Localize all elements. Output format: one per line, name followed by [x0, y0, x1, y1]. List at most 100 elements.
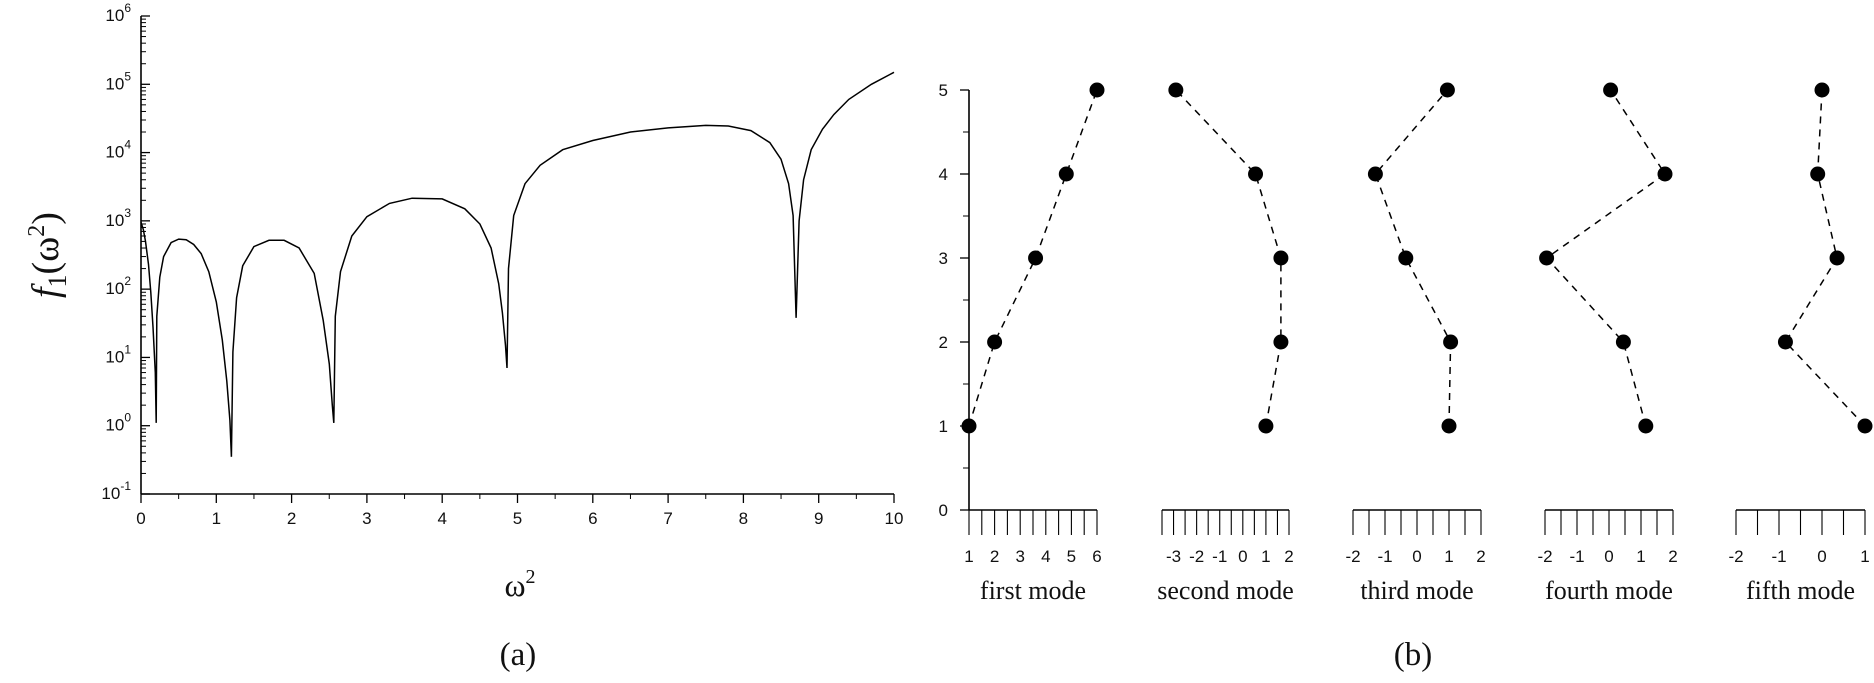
mode-x-tick-label: -2 [1345, 547, 1360, 566]
mode-x-tick-label: 1 [964, 547, 973, 566]
y-tick-label: 105 [105, 69, 131, 93]
mode-x-tick-label: 1 [1860, 547, 1869, 566]
mode-point [1603, 82, 1619, 98]
x-tick-label: 7 [663, 509, 672, 528]
mode-x-tick-label: -1 [1569, 547, 1584, 566]
mode-point [1398, 250, 1414, 266]
mode-plot: -2 -1 0 1 2 fourth mode [1537, 82, 1678, 605]
x-tick-label: 3 [362, 509, 371, 528]
panel-a-spectrum-plot: 10-1 100 101 102 103 104 105 106 0 1 2 3 4 5 6 7 8 9 10 f… [24, 1, 903, 673]
mode-x-tick-label: 1 [1261, 547, 1270, 566]
mode-shape-line [1784, 89, 1866, 427]
x-tick-label: 10 [885, 509, 904, 528]
mode-point [1089, 82, 1105, 98]
mode-x-tick-label: 0 [1817, 547, 1826, 566]
mode-shape-line [1175, 89, 1282, 427]
mode-point [1657, 166, 1673, 182]
mode-point [1248, 166, 1264, 182]
mode-x-tick-label: -1 [1771, 547, 1786, 566]
mode-x-tick-label: 4 [1041, 547, 1050, 566]
mode-x-tick-label: 0 [1412, 547, 1421, 566]
x-tick-label: 9 [814, 509, 823, 528]
mode-point [1258, 418, 1274, 434]
mode-point [1857, 418, 1873, 434]
mode-point [987, 334, 1003, 350]
mode-point [1615, 334, 1631, 350]
b-y-tick-label: 2 [939, 333, 948, 352]
x-tick-label: 1 [212, 509, 221, 528]
panel-b-caption: (b) [1394, 637, 1432, 673]
x-tick-label: 2 [287, 509, 296, 528]
panel-a-y-axis-label: f1(ω2) [24, 212, 72, 298]
mode-x-tick-label: -2 [1189, 547, 1204, 566]
y-tick-label: 101 [105, 342, 131, 366]
panel-a-y-ticks: 10-1 100 101 102 103 104 105 106 [101, 1, 150, 503]
mode-x-tick-label: 1 [1636, 547, 1645, 566]
mode-shape-line [1374, 89, 1452, 427]
x-tick-label: 4 [437, 509, 446, 528]
panel-b-y-ticks: 0 1 2 3 4 5 [939, 81, 969, 520]
mode-point [1810, 166, 1826, 182]
mode-point [1273, 334, 1289, 350]
panel-a-x-ticks: 0 1 2 3 4 5 6 7 8 9 10 [136, 494, 903, 528]
y-tick-label: 103 [105, 206, 131, 230]
b-y-tick-label: 4 [939, 165, 948, 184]
mode-shape-line [1545, 89, 1667, 427]
panel-a-x-axis-label: ω2 [504, 566, 535, 603]
mode-plot: -2 -1 0 1 fifth mode [1728, 82, 1873, 605]
b-y-tick-label: 3 [939, 249, 948, 268]
mode-x-tick-label: 2 [1668, 547, 1677, 566]
panel-a-caption: (a) [500, 637, 537, 673]
mode-name-label: fourth mode [1545, 576, 1673, 605]
mode-point [1777, 334, 1793, 350]
mode-x-tick-label: 0 [1604, 547, 1613, 566]
mode-point [1367, 166, 1383, 182]
y-tick-label: 104 [105, 138, 131, 162]
mode-point [1829, 250, 1845, 266]
mode-point [1058, 166, 1074, 182]
b-y-tick-label: 1 [939, 417, 948, 436]
mode-plot: -3 -2 -1 0 1 2 second mode [1157, 82, 1294, 605]
mode-x-tick-label: -2 [1728, 547, 1743, 566]
mode-x-tick-label: -2 [1537, 547, 1552, 566]
mode-x-tick-label: 0 [1238, 547, 1247, 566]
x-tick-label: 5 [513, 509, 522, 528]
b-y-tick-label: 0 [939, 501, 948, 520]
mode-name-label: first mode [980, 576, 1086, 605]
y-tick-label: 100 [105, 411, 131, 435]
mode-x-tick-label: 5 [1067, 547, 1076, 566]
y-tick-label: 106 [105, 1, 131, 25]
mode-point [1443, 334, 1459, 350]
mode-name-label: fifth mode [1746, 576, 1855, 605]
panel-a-f1-curve [140, 71, 895, 457]
mode-name-label: second mode [1157, 576, 1293, 605]
x-tick-label: 0 [136, 509, 145, 528]
y-tick-label: 102 [105, 274, 131, 298]
mode-point [1814, 82, 1830, 98]
mode-name-label: third mode [1360, 576, 1473, 605]
mode-plot: 1 2 3 4 5 6 first mode [961, 82, 1105, 605]
mode-x-tick-label: 2 [1284, 547, 1293, 566]
mode-x-tick-label: -1 [1212, 547, 1227, 566]
mode-x-tick-label: 3 [1015, 547, 1024, 566]
mode-x-tick-label: 2 [990, 547, 999, 566]
mode-shape-line [968, 89, 1098, 427]
mode-x-tick-label: 2 [1476, 547, 1485, 566]
mode-point [961, 418, 977, 434]
mode-x-tick-label: 1 [1444, 547, 1453, 566]
mode-point [1539, 250, 1555, 266]
mode-point [1028, 250, 1044, 266]
mode-point [1638, 418, 1654, 434]
x-tick-label: 6 [588, 509, 597, 528]
mode-point [1439, 82, 1455, 98]
mode-point [1441, 418, 1457, 434]
b-y-tick-label: 5 [939, 81, 948, 100]
y-tick-label: 10-1 [101, 479, 131, 503]
mode-point [1168, 82, 1184, 98]
mode-x-tick-label: -1 [1377, 547, 1392, 566]
x-tick-label: 8 [739, 509, 748, 528]
